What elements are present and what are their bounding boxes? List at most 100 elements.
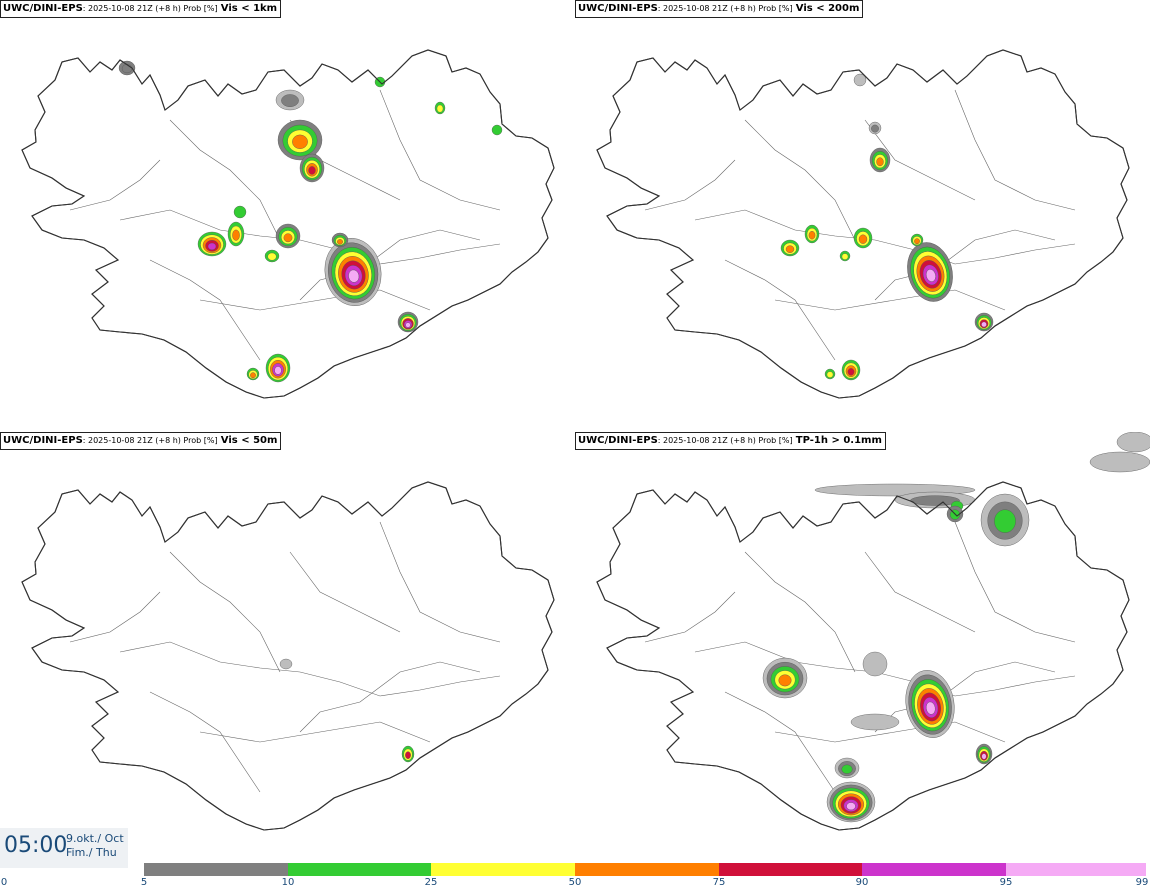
iceland-map-2: [596, 49, 1130, 399]
map-panel-vis-200m: UWC/DINI-EPS: 2025-10-08 21Z (+8 h) Prob…: [575, 0, 1150, 432]
legend-tick-label: 95: [999, 877, 1013, 888]
probability-blob: [804, 224, 820, 244]
probability-contour: [876, 157, 884, 167]
region-border: [774, 721, 1006, 743]
probability-contour: [279, 658, 293, 670]
region-border: [744, 551, 856, 673]
probability-blob: [1089, 451, 1150, 473]
probability-blob: [826, 781, 876, 823]
probability-blob: [279, 658, 293, 670]
valid-date-line2: Fim./ Thu: [66, 846, 117, 859]
legend-tick-label: 5: [140, 877, 148, 888]
probability-contour: [841, 253, 849, 260]
iceland-map-3: [21, 481, 555, 831]
region-border: [644, 591, 736, 643]
region-border: [169, 119, 281, 241]
region-border: [744, 119, 856, 241]
map-panel-vis-50m: UWC/DINI-EPS: 2025-10-08 21Z (+8 h) Prob…: [0, 432, 575, 864]
probability-contour: [850, 713, 900, 731]
probability-blob: [397, 311, 419, 333]
probability-contour: [925, 701, 936, 715]
probability-contour: [1089, 451, 1150, 473]
probability-blob: [839, 250, 851, 262]
probability-blob: [1116, 432, 1150, 453]
coastline-overlay: [21, 49, 555, 399]
region-border: [299, 229, 481, 301]
probability-contour: [826, 371, 834, 378]
probability-blob: [246, 367, 260, 381]
probability-contour: [914, 238, 920, 245]
probability-contour: [405, 322, 411, 328]
probability-blob: [434, 101, 446, 115]
probability-contour: [267, 252, 277, 261]
probability-blob: [227, 221, 245, 247]
probability-blob: [869, 147, 891, 173]
region-border: [694, 641, 1076, 697]
region-border: [954, 89, 1076, 211]
probability-contour: [121, 64, 133, 74]
legend-color-band: [288, 863, 431, 876]
probability-blob: [853, 227, 873, 249]
probability-blob: [401, 745, 415, 763]
valid-date-line1: 9.okt./ Oct: [66, 832, 124, 845]
legend-tick-label: 99: [1135, 877, 1149, 888]
probability-contour: [232, 229, 240, 241]
panel-title: UWC/DINI-EPS: 2025-10-08 21Z (+8 h) Prob…: [0, 0, 282, 18]
region-border: [119, 641, 501, 697]
probability-contour: [436, 104, 444, 113]
probability-color-legend: 0 5 10 25 50 75 90 95 99: [0, 862, 1150, 891]
region-border: [119, 209, 501, 265]
region-border: [69, 159, 161, 211]
legend-tick-label: 10: [281, 877, 295, 888]
probability-blob: [277, 119, 323, 161]
panel-title: UWC/DINI-EPS: 2025-10-08 21Z (+8 h) Prob…: [575, 0, 864, 18]
legend-color-band: [144, 863, 288, 876]
legend-tick-label: 75: [712, 877, 726, 888]
panel-title: UWC/DINI-EPS: 2025-10-08 21Z (+8 h) Prob…: [0, 432, 282, 450]
probability-contour: [994, 509, 1016, 533]
probability-blob: [834, 757, 860, 779]
probability-contour: [250, 372, 256, 379]
valid-time-clock: 05:00: [4, 833, 68, 858]
probability-contour: [981, 753, 987, 760]
probability-contour: [207, 242, 217, 251]
valid-time-box: 05:00 9.okt./ Oct Fim./ Thu: [0, 828, 128, 868]
probability-blob: [299, 153, 325, 183]
coastline-overlay: [21, 481, 555, 831]
probability-blob: [905, 670, 955, 738]
region-border: [954, 521, 1076, 643]
coastline-overlay: [596, 481, 1130, 831]
probability-blob: [974, 312, 994, 332]
legend-tick-label: 25: [424, 877, 438, 888]
region-border: [299, 661, 481, 733]
panel-title: UWC/DINI-EPS: 2025-10-08 21Z (+8 h) Prob…: [575, 432, 886, 450]
probability-blob: [824, 368, 836, 380]
probability-blob: [850, 713, 900, 731]
probability-contour: [925, 269, 936, 282]
probability-contour: [853, 73, 867, 87]
legend-color-band: [575, 863, 719, 876]
region-border: [874, 229, 1056, 301]
probability-contour: [808, 230, 816, 240]
region-border: [169, 551, 281, 673]
region-border: [644, 159, 736, 211]
probability-contour: [981, 321, 987, 328]
probability-blob: [910, 233, 924, 247]
probability-contour: [337, 239, 343, 245]
probability-blob: [491, 124, 503, 136]
probability-contour: [778, 674, 792, 687]
region-border: [199, 289, 431, 311]
probability-blob: [862, 651, 888, 677]
probability-contour: [846, 802, 856, 811]
region-border: [864, 119, 976, 201]
region-border: [874, 661, 1056, 733]
probability-blob: [907, 242, 953, 302]
coastline: [21, 481, 555, 831]
legend-color-band: [719, 863, 862, 876]
probability-blob: [265, 353, 291, 383]
region-border: [149, 259, 261, 361]
legend-color-band: [862, 863, 1006, 876]
probability-blob: [324, 237, 382, 307]
map-panel-vis-1km: UWC/DINI-EPS: 2025-10-08 21Z (+8 h) Prob…: [0, 0, 575, 432]
region-border: [289, 551, 401, 633]
